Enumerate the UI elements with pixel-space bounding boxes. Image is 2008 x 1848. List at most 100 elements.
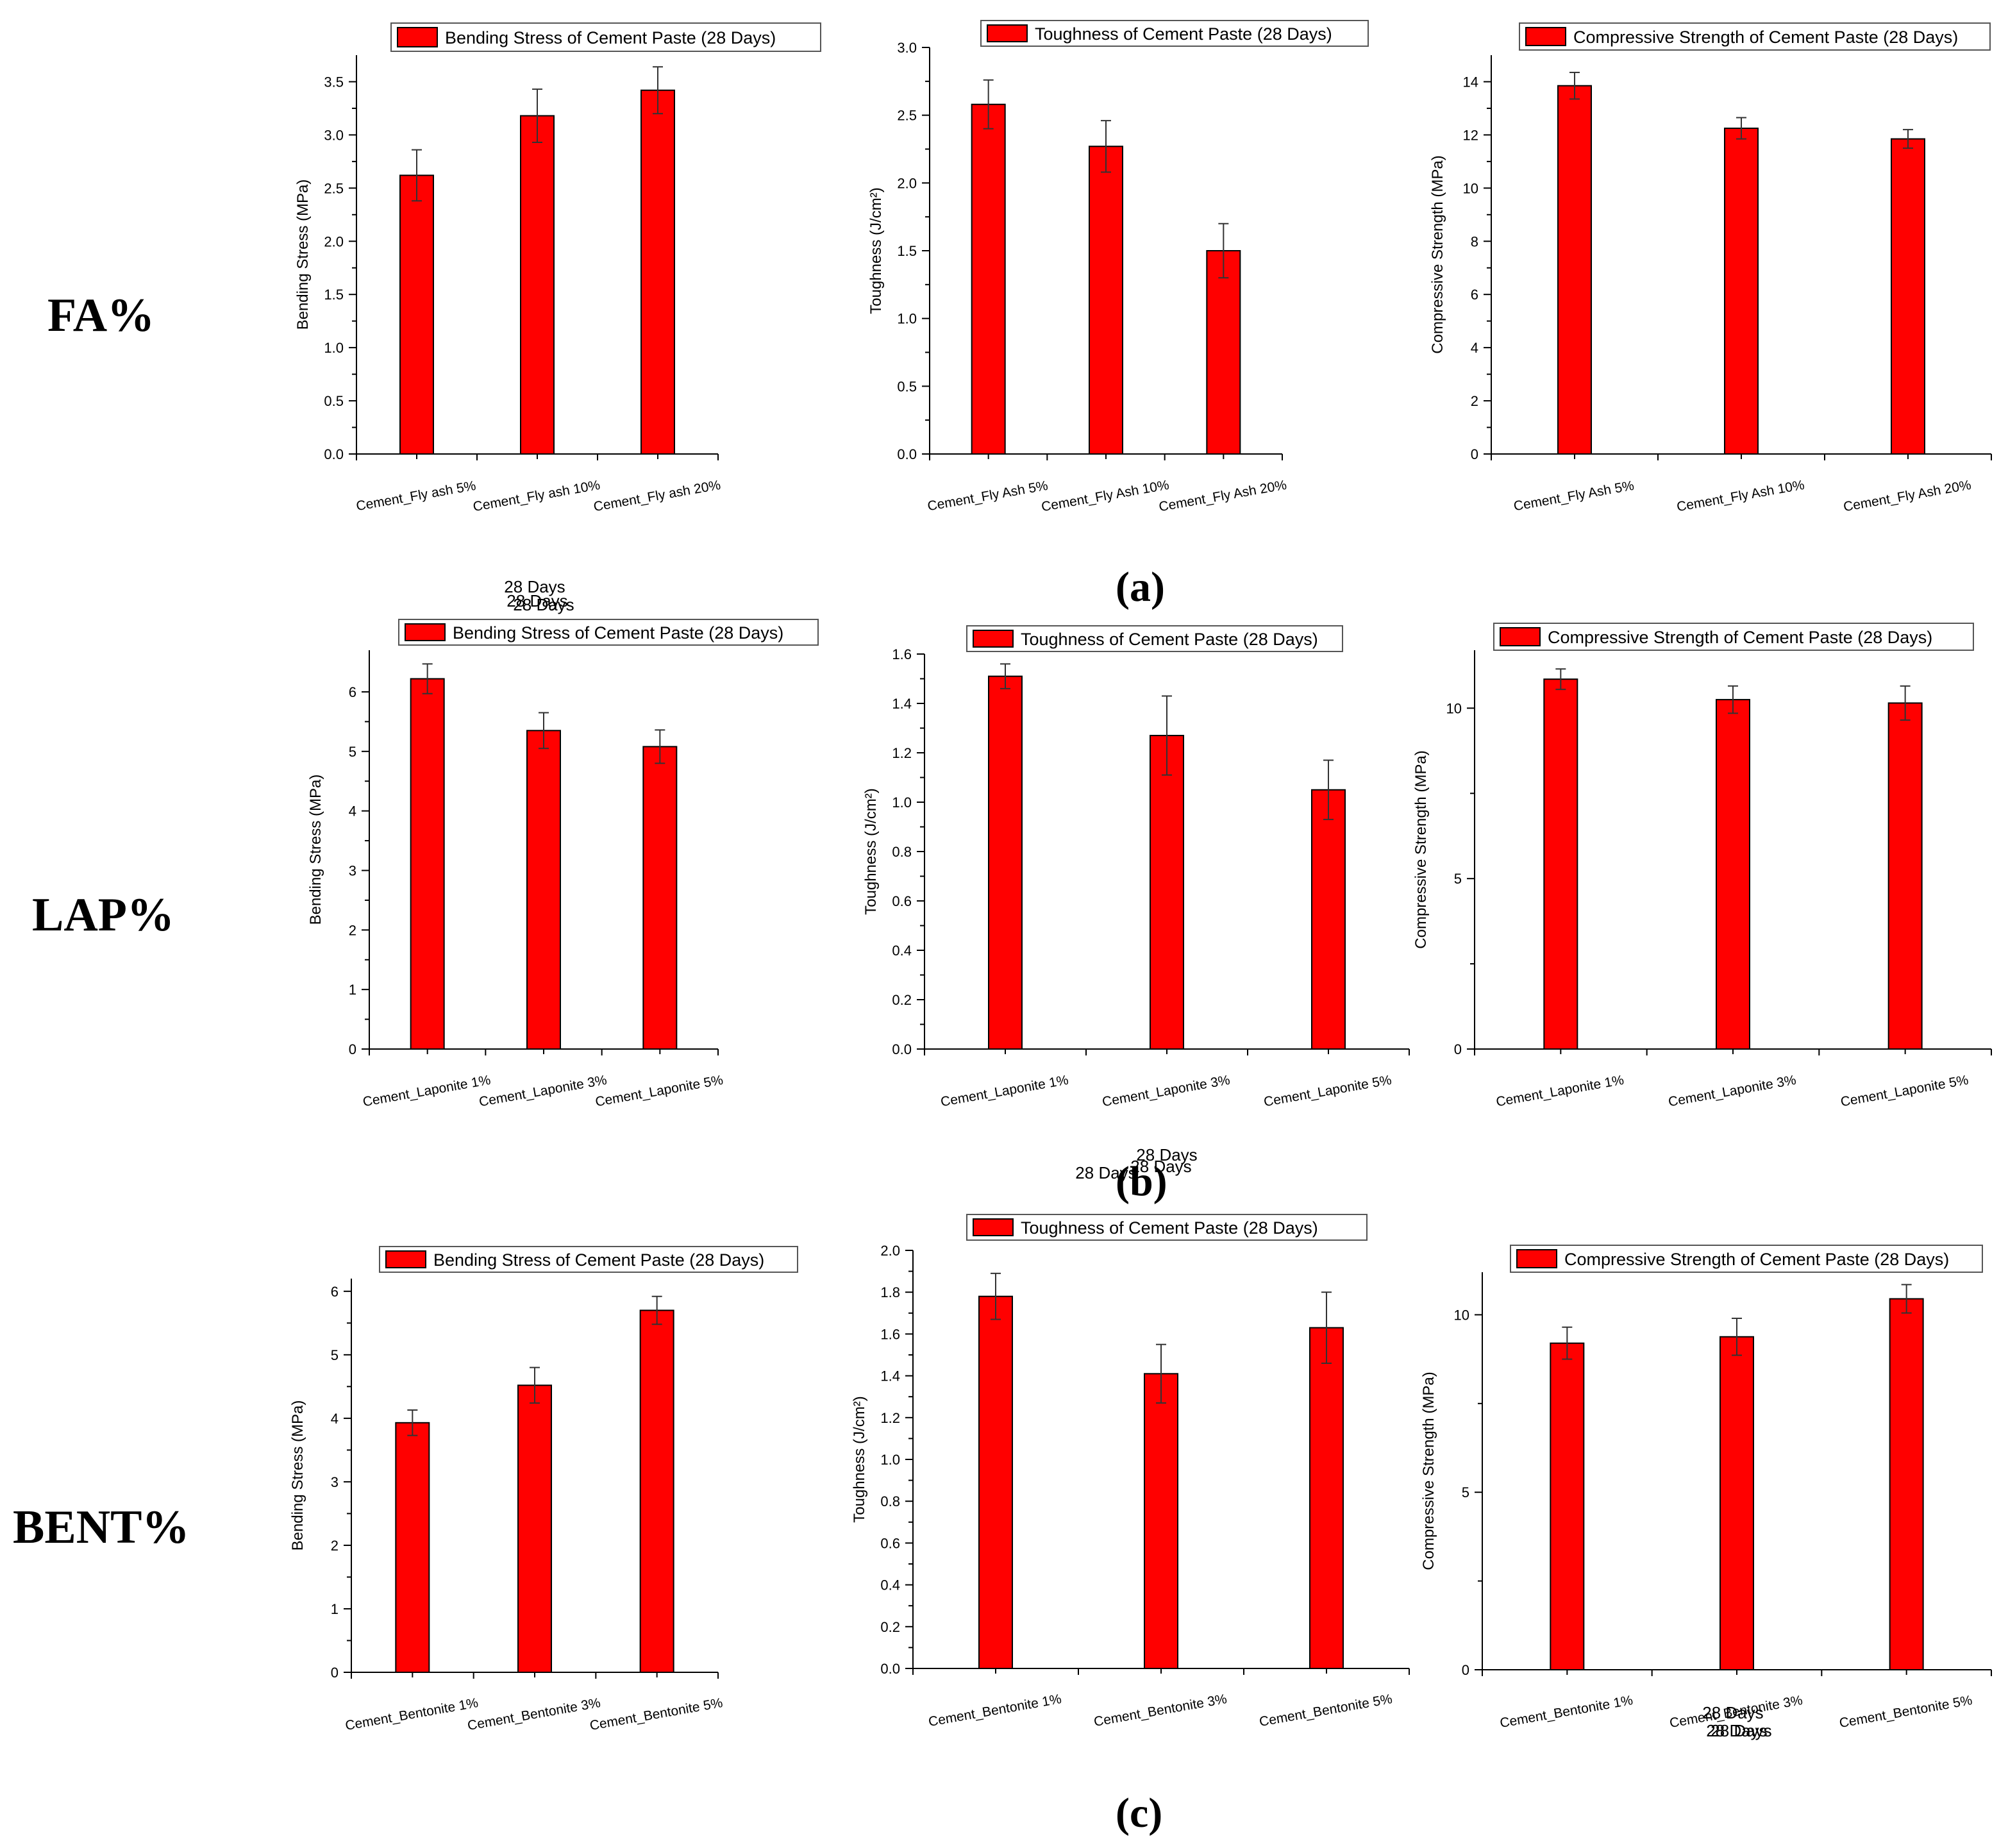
y-tick-label: 3.5 <box>324 74 344 90</box>
row-label-lap: LAP% <box>32 889 174 941</box>
bar <box>395 1422 430 1673</box>
chart-5: 0.0 0.2 0.4 0.6 0.8 1.0 1.2 1.4 1.6 Cement_Laponi… <box>862 625 1410 1164</box>
legend-title: Compressive Strength of Cement Paste (28… <box>1548 628 1932 647</box>
caption-b: (b) <box>1116 1158 1167 1205</box>
y-tick-label: 5 <box>331 1347 339 1363</box>
y-tick-label: 0.4 <box>880 1577 900 1593</box>
x-axis-label: 28 Days <box>1130 1157 1191 1176</box>
legend-swatch <box>1516 1249 1557 1268</box>
y-tick-label: 0.4 <box>892 943 912 959</box>
y-tick-label: 0.2 <box>892 992 912 1008</box>
y-tick-label: 0.0 <box>892 1041 912 1057</box>
legend-title: Toughness of Cement Paste (28 Days) <box>1021 1218 1318 1238</box>
x-tick-label: Cement_Fly Ash 5% <box>1512 478 1635 514</box>
x-tick-label: Cement_Bentonite 5% <box>1258 1692 1393 1729</box>
legend-title: Compressive Strength of Cement Paste (28… <box>1573 28 1958 47</box>
legend-title: Toughness of Cement Paste (28 Days) <box>1021 630 1318 649</box>
y-tick-label: 0.5 <box>324 393 344 409</box>
y-tick-label: 1.2 <box>880 1410 900 1426</box>
x-axis-label: 28 Days <box>513 595 574 614</box>
bar <box>642 746 678 1050</box>
y-tick-label: 2.0 <box>880 1243 900 1259</box>
bar <box>1144 1373 1178 1670</box>
y-tick-label: 6 <box>1471 287 1478 303</box>
chart-1: 0.0 0.5 1.0 1.5 2.0 2.5 3.0 3.5 Cement_Fly ash 5… <box>294 22 821 610</box>
bar <box>1891 138 1925 455</box>
y-axis-label: Bending Stress (MPa) <box>294 180 312 330</box>
x-tick-label: Cement_Fly ash 20% <box>592 478 722 515</box>
x-tick-label: Cement_Bentonite 1% <box>344 1695 480 1733</box>
bar <box>1543 678 1578 1050</box>
y-tick-label: 1.0 <box>880 1452 900 1468</box>
x-tick-label: Cement_Bentonite 1% <box>927 1692 1062 1729</box>
y-tick-label: 4 <box>349 803 356 819</box>
x-axis-label: 28 Days <box>1075 1163 1136 1182</box>
y-tick-label: 1 <box>331 1601 339 1617</box>
x-tick-label: Cement_Laponite 3% <box>1667 1073 1797 1110</box>
y-axis-label: Bending Stress (MPa) <box>289 1400 306 1551</box>
bar <box>399 174 434 455</box>
y-tick-label: 1.0 <box>897 311 917 327</box>
y-tick-label: 3.0 <box>324 127 344 143</box>
y-tick-label: 1 <box>349 982 356 998</box>
legend-swatch <box>987 24 1028 42</box>
y-tick-label: 3.0 <box>897 40 917 56</box>
x-tick-label: Cement_Bentonite 5% <box>589 1695 724 1733</box>
y-tick-label: 6 <box>349 684 356 700</box>
y-tick-label: 14 <box>1463 74 1478 90</box>
x-tick-label: Cement_Bentonite 3% <box>466 1695 601 1733</box>
x-tick-label: Cement_Fly ash 5% <box>355 478 477 514</box>
y-tick-label: 1.5 <box>324 287 344 303</box>
row-label-bent: BENT% <box>13 1501 190 1554</box>
y-tick-label: 1.8 <box>880 1284 900 1300</box>
bar <box>520 115 555 455</box>
y-tick-label: 1.4 <box>892 696 912 712</box>
y-axis-label: Toughness (J/cm²) <box>867 187 885 314</box>
y-tick-label: 2 <box>349 922 356 938</box>
x-tick-label: Cement_Fly Ash 10% <box>1675 478 1805 515</box>
x-tick-label: Cement_Laponite 5% <box>1262 1073 1393 1110</box>
y-tick-label: 10 <box>1454 1307 1469 1323</box>
x-tick-label: Cement_Fly ash 10% <box>472 478 601 515</box>
y-tick-label: 5 <box>349 744 356 760</box>
y-axis-label: Compressive Strength (MPa) <box>1420 1372 1437 1570</box>
bar <box>1716 699 1750 1050</box>
y-tick-label: 5 <box>1462 1484 1469 1500</box>
bar <box>1557 85 1592 455</box>
y-tick-label: 1.6 <box>892 646 912 662</box>
x-tick-label: Cement_Fly Ash 20% <box>1842 478 1972 515</box>
y-tick-label: 10 <box>1446 700 1462 716</box>
bar <box>1309 1327 1344 1670</box>
y-tick-label: 1.5 <box>897 243 917 259</box>
y-tick-label: 6 <box>331 1284 339 1300</box>
y-axis-label: Bending Stress (MPa) <box>307 775 324 925</box>
legend-box <box>1519 22 1991 51</box>
bar <box>410 678 445 1050</box>
y-tick-label: 1.6 <box>880 1326 900 1342</box>
x-tick-label: Cement_Laponite 1% <box>1495 1073 1625 1110</box>
y-tick-label: 0.5 <box>897 378 917 394</box>
legend-swatch <box>1525 27 1566 46</box>
x-tick-label: Cement_Laponite 3% <box>1101 1073 1231 1110</box>
x-tick-label: Cement_Fly Ash 10% <box>1040 478 1170 515</box>
x-tick-label: Cement_Bentonite 5% <box>1838 1693 1973 1731</box>
x-tick-label: Cement_Laponite 5% <box>1839 1073 1970 1110</box>
y-tick-label: 4 <box>1471 340 1478 356</box>
bar <box>1719 1336 1754 1670</box>
y-tick-label: 4 <box>331 1411 339 1427</box>
bar <box>971 103 1006 455</box>
bar <box>1550 1342 1585 1671</box>
y-tick-label: 0.6 <box>880 1535 900 1551</box>
bar <box>639 1309 674 1673</box>
y-tick-label: 2 <box>331 1538 339 1554</box>
bar <box>1150 735 1184 1050</box>
x-axis-label: 28 Days <box>1711 1721 1771 1740</box>
row-label-fa: FA% <box>47 289 155 342</box>
bar <box>1206 250 1241 455</box>
chart-9: 0 5 10 Cement_Bentonite 1% Cement_Bentonite … <box>1420 1245 1992 1740</box>
bar <box>640 89 675 455</box>
y-tick-label: 3 <box>349 862 356 878</box>
caption-c: (c) <box>1116 1790 1163 1836</box>
